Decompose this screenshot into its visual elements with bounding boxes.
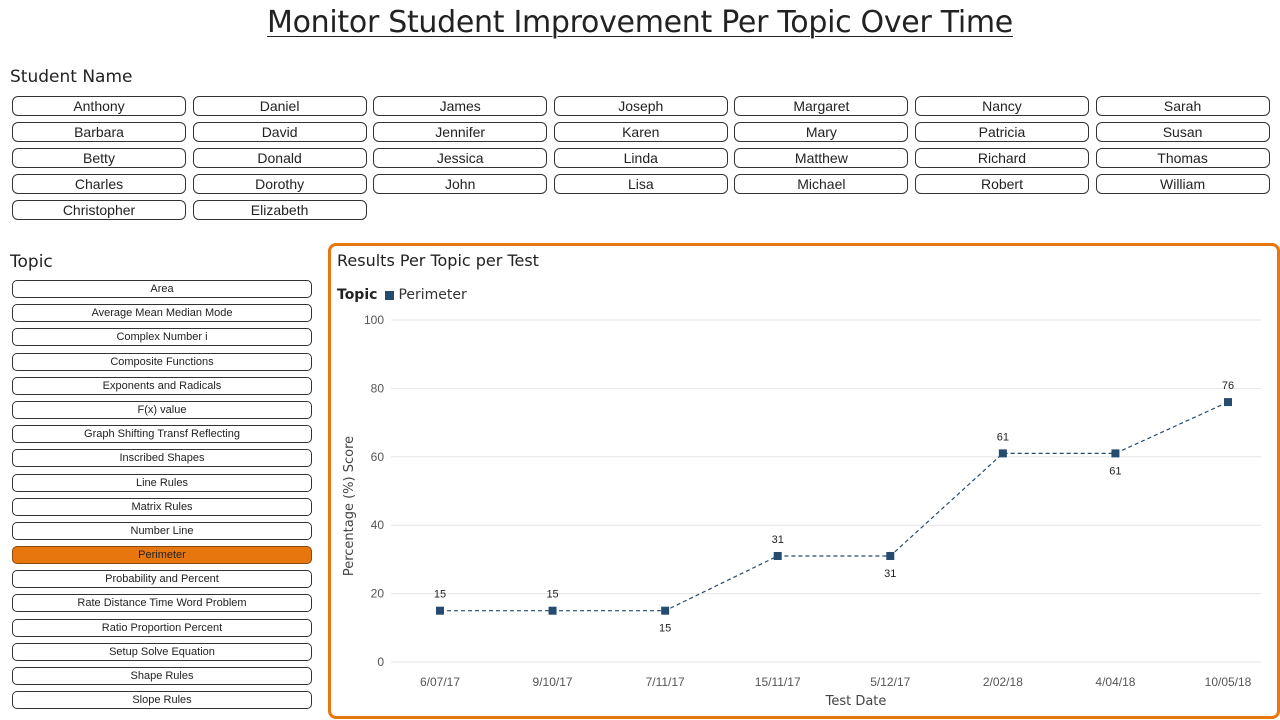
student-button-sarah[interactable]: Sarah [1095, 96, 1270, 116]
x-tick-label-7: 10/05/18 [1205, 675, 1252, 689]
x-tick-label-6: 4/04/18 [1095, 675, 1135, 689]
x-tick-label-2: 7/11/17 [646, 675, 685, 689]
topic-button-inscribed-shapes[interactable]: Inscribed Shapes [12, 449, 312, 468]
data-point-4 [886, 551, 895, 560]
topic-button-ratio-proportion-percent[interactable]: Ratio Proportion Percent [12, 618, 312, 637]
student-button-anthony[interactable]: Anthony [12, 96, 186, 116]
legend-title: Topic [337, 287, 378, 303]
data-label-1: 15 [546, 589, 558, 601]
topic-button-probability-and-percent[interactable]: Probability and Percent [12, 570, 312, 589]
student-button-thomas[interactable]: Thomas [1095, 148, 1270, 168]
student-button-lisa[interactable]: Lisa [553, 174, 728, 194]
student-name-label: Student Name [10, 67, 133, 87]
chart-legend: Topic Perimeter [337, 287, 467, 303]
data-point-2 [661, 606, 670, 615]
topic-button-matrix-rules[interactable]: Matrix Rules [12, 497, 312, 516]
student-button-joseph[interactable]: Joseph [553, 96, 728, 116]
student-button-susan[interactable]: Susan [1095, 122, 1270, 142]
topic-button-shape-rules[interactable]: Shape Rules [12, 667, 312, 685]
x-tick-label-5: 2/02/18 [983, 675, 1023, 689]
line-chart: 0 20 40 60 80 100 6/07/17 9/10/17 7/11/17 15/11/1… [342, 313, 1261, 709]
topic-button-setup-solve-equation[interactable]: Setup Solve Equation [12, 642, 312, 661]
data-label-5: 61 [997, 431, 1009, 443]
student-button-betty[interactable]: Betty [12, 148, 186, 168]
student-button-jennifer[interactable]: Jennifer [373, 122, 548, 142]
student-button-donald[interactable]: Donald [192, 148, 367, 168]
topic-button-area[interactable]: Area [12, 280, 312, 298]
data-point-6 [1111, 449, 1120, 458]
student-button-mary[interactable]: Mary [734, 122, 909, 142]
student-button-patricia[interactable]: Patricia [914, 122, 1089, 142]
chart-title: Results Per Topic per Test [337, 251, 539, 270]
student-button-john[interactable]: John [373, 174, 548, 194]
topic-button-line-rules[interactable]: Line Rules [12, 473, 312, 492]
page-title: Monitor Student Improvement Per Topic Ov… [267, 5, 1013, 40]
student-button-nancy[interactable]: Nancy [914, 96, 1089, 116]
student-button-daniel[interactable]: Daniel [192, 96, 367, 116]
x-tick-label-4: 5/12/17 [870, 675, 910, 689]
series-line-perimeter [440, 401, 1229, 612]
data-label-0: 15 [434, 589, 446, 601]
data-label-2: 15 [659, 623, 671, 635]
topic-button-composite-functions[interactable]: Composite Functions [12, 352, 312, 371]
topic-button-average-mean-median-mode[interactable]: Average Mean Median Mode [12, 304, 312, 323]
x-axis-title: Test Date [825, 694, 887, 709]
legend-entry-perimeter[interactable]: Perimeter [398, 287, 467, 303]
data-point-3 [773, 551, 782, 560]
data-label-3: 31 [772, 534, 784, 546]
y-tick-label-60: 60 [371, 450, 385, 464]
topic-button-complex-number-i[interactable]: Complex Number i [12, 328, 312, 347]
student-button-richard[interactable]: Richard [914, 148, 1089, 168]
student-button-karen[interactable]: Karen [553, 122, 728, 142]
student-button-elizabeth[interactable]: Elizabeth [192, 200, 367, 220]
student-button-michael[interactable]: Michael [734, 174, 909, 194]
data-label-7: 76 [1222, 380, 1234, 392]
student-button-matthew[interactable]: Matthew [734, 148, 909, 168]
y-tick-label-80: 80 [371, 381, 385, 395]
student-button-james[interactable]: James [373, 96, 548, 116]
student-button-charles[interactable]: Charles [12, 174, 186, 194]
student-button-david[interactable]: David [192, 122, 367, 142]
y-tick-label-0: 0 [377, 655, 384, 669]
student-button-margaret[interactable]: Margaret [734, 96, 909, 116]
topic-label: Topic [10, 252, 53, 272]
topic-button-graph-shifting-transf-reflecting[interactable]: Graph Shifting Transf Reflecting [12, 425, 312, 444]
topic-button-rate-distance-time-word-problem[interactable]: Rate Distance Time Word Problem [12, 594, 312, 613]
legend-swatch [385, 290, 395, 300]
topic-button-slope-rules[interactable]: Slope Rules [12, 691, 312, 710]
student-button-robert[interactable]: Robert [914, 174, 1089, 194]
x-tick-label-3: 15/11/17 [755, 675, 801, 689]
x-tick-label-0: 6/07/17 [420, 675, 460, 689]
data-label-4: 31 [884, 568, 896, 580]
topic-button-f-x-value[interactable]: F(x) value [12, 400, 312, 419]
data-point-0 [436, 606, 444, 615]
student-button-christopher[interactable]: Christopher [12, 200, 186, 220]
data-label-6: 61 [1109, 465, 1121, 477]
x-tick-label-1: 9/10/17 [533, 675, 573, 689]
student-button-william[interactable]: William [1095, 174, 1270, 194]
y-tick-label-40: 40 [371, 518, 385, 532]
topic-slicer: Area Average Mean Median Mode Complex Numb… [12, 280, 312, 715]
y-tick-label-20: 20 [371, 587, 385, 601]
student-button-dorothy[interactable]: Dorothy [192, 174, 367, 194]
y-tick-label-100: 100 [364, 313, 384, 327]
chart-panel[interactable]: Results Per Topic per Test Topic Perimet… [328, 243, 1280, 719]
student-button-jessica[interactable]: Jessica [373, 148, 548, 168]
data-point-1 [548, 606, 557, 615]
y-axis-title: Percentage (%) Score [342, 436, 357, 576]
data-point-7 [1224, 398, 1232, 407]
data-point-5 [998, 449, 1007, 458]
student-button-linda[interactable]: Linda [553, 148, 728, 168]
topic-button-exponents-and-radicals[interactable]: Exponents and Radicals [12, 376, 312, 395]
topic-button-number-line[interactable]: Number Line [12, 521, 312, 540]
student-button-barbara[interactable]: Barbara [12, 122, 186, 142]
student-slicer: Anthony Daniel James Joseph Margaret Nancy Sar… [12, 96, 1270, 220]
topic-button-perimeter[interactable]: Perimeter [12, 546, 312, 565]
